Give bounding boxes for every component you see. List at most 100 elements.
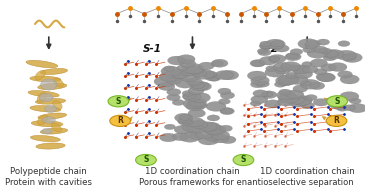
Ellipse shape — [343, 54, 356, 60]
Ellipse shape — [192, 69, 207, 77]
Ellipse shape — [300, 79, 320, 89]
Ellipse shape — [307, 48, 327, 58]
Ellipse shape — [321, 64, 336, 71]
Ellipse shape — [275, 67, 291, 74]
Ellipse shape — [340, 92, 359, 101]
Ellipse shape — [38, 115, 48, 125]
Circle shape — [233, 154, 254, 166]
Ellipse shape — [215, 70, 233, 80]
Ellipse shape — [338, 41, 350, 46]
Ellipse shape — [323, 54, 336, 61]
Circle shape — [327, 96, 348, 107]
Ellipse shape — [250, 101, 261, 106]
Ellipse shape — [204, 71, 217, 77]
Ellipse shape — [306, 40, 321, 48]
Ellipse shape — [211, 59, 228, 67]
Ellipse shape — [313, 46, 327, 53]
Ellipse shape — [167, 56, 186, 65]
Ellipse shape — [250, 60, 265, 67]
Ellipse shape — [219, 98, 231, 104]
Ellipse shape — [326, 97, 340, 104]
Ellipse shape — [324, 50, 339, 57]
Ellipse shape — [293, 96, 312, 105]
Text: Polypeptide chain: Polypeptide chain — [10, 167, 87, 176]
Ellipse shape — [189, 102, 201, 108]
Ellipse shape — [319, 48, 331, 54]
Ellipse shape — [198, 62, 214, 70]
Ellipse shape — [186, 101, 198, 107]
Ellipse shape — [276, 75, 297, 86]
Ellipse shape — [193, 69, 214, 79]
Ellipse shape — [258, 49, 271, 56]
Ellipse shape — [260, 41, 271, 46]
Ellipse shape — [328, 100, 344, 108]
Ellipse shape — [182, 93, 196, 99]
Ellipse shape — [206, 101, 226, 111]
Ellipse shape — [202, 71, 216, 78]
Ellipse shape — [159, 72, 180, 82]
Ellipse shape — [301, 102, 315, 109]
Ellipse shape — [324, 50, 344, 59]
Ellipse shape — [28, 91, 59, 97]
Ellipse shape — [179, 114, 191, 120]
Ellipse shape — [190, 93, 210, 103]
Ellipse shape — [219, 125, 232, 132]
Ellipse shape — [172, 133, 188, 141]
Ellipse shape — [336, 50, 357, 60]
Ellipse shape — [329, 63, 347, 71]
Ellipse shape — [278, 98, 294, 106]
Ellipse shape — [190, 120, 208, 129]
Ellipse shape — [178, 118, 193, 125]
Ellipse shape — [161, 66, 181, 76]
Ellipse shape — [251, 81, 265, 88]
Ellipse shape — [41, 79, 57, 90]
Circle shape — [326, 115, 347, 126]
Ellipse shape — [204, 73, 220, 81]
Ellipse shape — [189, 132, 204, 139]
Ellipse shape — [278, 78, 293, 86]
Circle shape — [136, 154, 156, 166]
Ellipse shape — [189, 98, 207, 107]
Ellipse shape — [31, 121, 63, 127]
Ellipse shape — [259, 43, 273, 50]
Ellipse shape — [39, 93, 53, 102]
Ellipse shape — [167, 89, 181, 95]
Ellipse shape — [279, 89, 291, 95]
Ellipse shape — [265, 39, 285, 49]
Ellipse shape — [36, 143, 65, 149]
Ellipse shape — [185, 117, 204, 127]
Ellipse shape — [275, 45, 289, 52]
Text: S: S — [116, 97, 121, 106]
Ellipse shape — [317, 73, 335, 82]
Ellipse shape — [53, 78, 63, 87]
Text: S-2: S-2 — [260, 44, 279, 54]
Text: S-1: S-1 — [142, 44, 162, 54]
Ellipse shape — [286, 72, 298, 78]
Text: Porous frameworks for enantioselective separation: Porous frameworks for enantioselective s… — [138, 178, 353, 187]
Ellipse shape — [172, 99, 184, 105]
Ellipse shape — [198, 122, 217, 131]
Text: R: R — [117, 116, 123, 125]
Ellipse shape — [158, 82, 175, 91]
Ellipse shape — [265, 67, 285, 77]
Ellipse shape — [288, 97, 309, 107]
Ellipse shape — [177, 65, 188, 70]
Ellipse shape — [338, 71, 352, 78]
Ellipse shape — [189, 81, 209, 91]
Ellipse shape — [314, 69, 327, 75]
Ellipse shape — [264, 100, 281, 108]
Ellipse shape — [175, 113, 193, 122]
Ellipse shape — [252, 60, 266, 67]
Text: 1D coordination chain: 1D coordination chain — [145, 167, 240, 176]
Ellipse shape — [205, 134, 219, 141]
Ellipse shape — [302, 62, 312, 67]
Ellipse shape — [305, 94, 317, 101]
Ellipse shape — [205, 125, 226, 135]
Ellipse shape — [219, 70, 239, 80]
Ellipse shape — [333, 103, 347, 110]
Ellipse shape — [35, 70, 46, 80]
Ellipse shape — [42, 128, 52, 134]
Ellipse shape — [163, 66, 175, 71]
Ellipse shape — [221, 108, 233, 114]
Ellipse shape — [38, 83, 67, 90]
